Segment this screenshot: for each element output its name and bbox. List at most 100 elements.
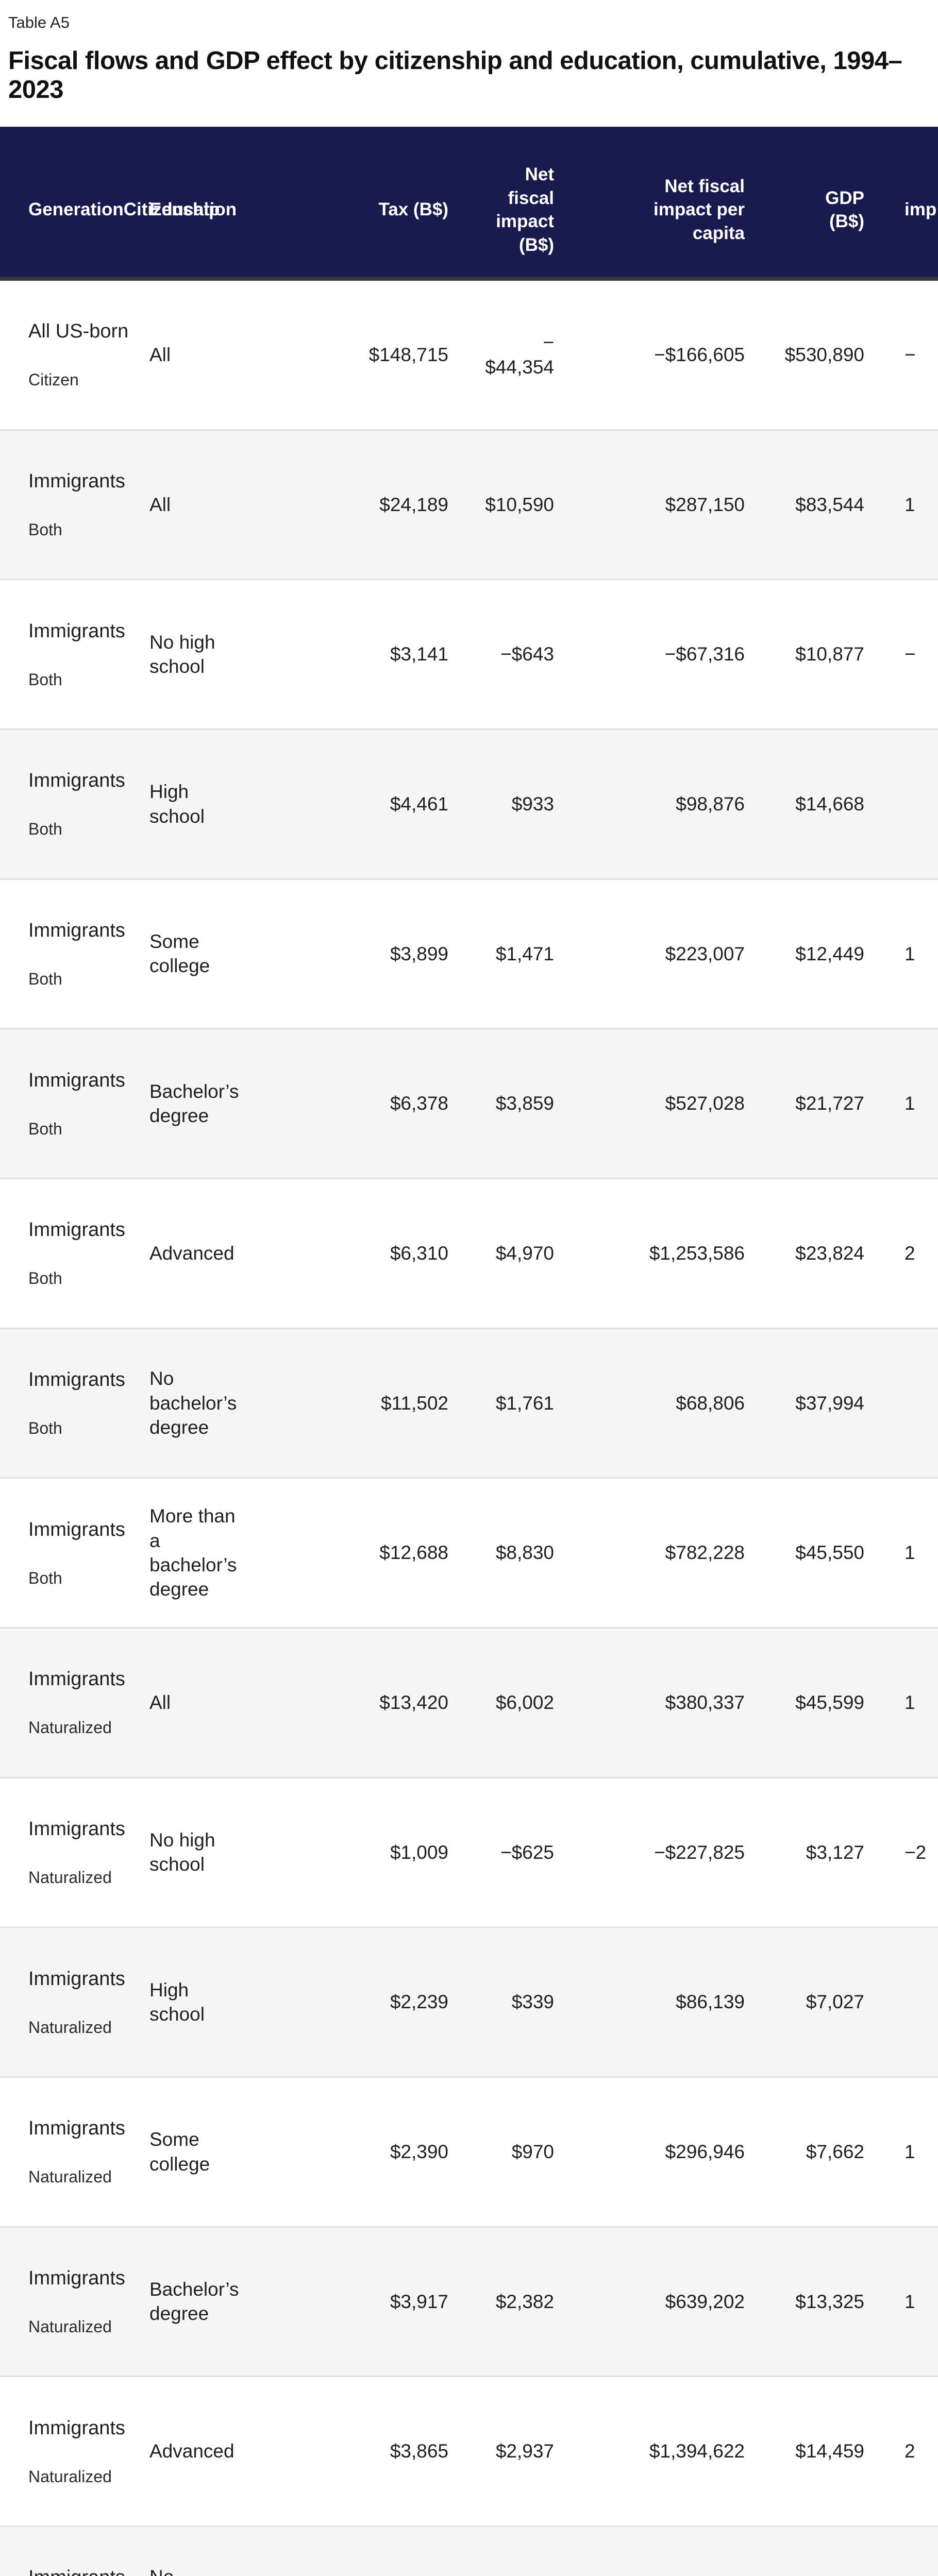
gdp-cell: $530,890 (745, 279, 864, 431)
clipped-column-cell: 1 (864, 2077, 938, 2228)
table-body: All US-born Citizen All $148,715 − $44,3… (0, 279, 938, 2576)
tax-cell: $24,189 (260, 430, 448, 581)
generation-value: Immigrants (28, 2565, 149, 2576)
education-cell: High school (149, 1927, 260, 2078)
tax-cell: $13,420 (260, 1628, 448, 1778)
tax-cell: $6,310 (260, 1178, 448, 1329)
generation-citizenship-cell: Immigrants Both (0, 1178, 149, 1329)
gdp-cell: $37,994 (745, 1328, 864, 1479)
education-cell: No high school (149, 579, 260, 730)
net-fiscal-impact-per-capita-cell: $782,228 (554, 1478, 745, 1629)
generation-citizenship-cell: Immigrants Both (0, 729, 149, 880)
net-fiscal-impact-per-capita-cell: $287,150 (554, 430, 745, 581)
education-cell: No high school (149, 1777, 260, 1928)
net-fiscal-impact-cell: $3,859 (448, 1028, 554, 1179)
generation-value: Immigrants (28, 2267, 125, 2289)
generation-citizenship-cell: Immigrants Both (0, 430, 149, 581)
education-cell: Some college (149, 2077, 260, 2228)
gdp-cell: $12,449 (745, 879, 864, 1030)
generation-value: Immigrants (28, 620, 125, 642)
net-fiscal-impact-per-capita-cell: $98,876 (554, 729, 745, 880)
net-fiscal-impact-cell: $6,002 (448, 1628, 554, 1778)
gdp-cell: $14,668 (745, 729, 864, 880)
net-fiscal-impact-per-capita-cell: $86,139 (554, 1927, 745, 2078)
generation-citizenship-cell: Immigrants Naturalized (0, 2526, 149, 2576)
table-row: Immigrants Naturalized Advanced $3,865 $… (0, 2376, 938, 2527)
education-cell: Advanced (149, 1178, 260, 1329)
generation-citizenship-cell: Immigrants Naturalized (0, 1777, 149, 1928)
education-cell: All (149, 279, 260, 431)
tax-cell: $3,899 (260, 879, 448, 1030)
title-block: Table A5 Fiscal flows and GDP effect by … (0, 0, 938, 104)
net-fiscal-impact-cell: $2,382 (448, 2227, 554, 2378)
generation-value: Immigrants (28, 2117, 125, 2140)
net-fiscal-impact-cell: −$643 (448, 579, 554, 730)
net-fiscal-impact-per-capita-cell: $1,253,586 (554, 1178, 745, 1329)
gdp-cell: $7,662 (745, 2077, 864, 2228)
gdp-cell: $7,027 (745, 1927, 864, 2078)
citizenship-value: Naturalized (28, 1718, 112, 1737)
tax-cell: $6,378 (260, 1028, 448, 1179)
generation-citizenship-cell: Immigrants Naturalized (0, 2227, 149, 2378)
clipped-column-cell: −2 (864, 1777, 938, 1928)
header-net-fiscal-impact: Net fiscal impact (B$) (448, 127, 554, 281)
citizenship-value: Both (28, 1269, 62, 1288)
tax-cell: $4,461 (260, 729, 448, 880)
clipped-column-cell: 2 (864, 2376, 938, 2527)
net-fiscal-impact-per-capita-cell: −$227,825 (554, 1777, 745, 1928)
education-cell: No bachelor’s degree (149, 2526, 260, 2576)
citizenship-value: Naturalized (28, 2018, 112, 2037)
gdp-cell: $21,727 (745, 1028, 864, 1179)
gdp-cell: $13,325 (745, 2227, 864, 2378)
gdp-cell: $14,459 (745, 2376, 864, 2527)
generation-value: Immigrants (28, 1518, 125, 1540)
generation-citizenship-cell: All US-born Citizen (0, 279, 149, 431)
education-cell: Advanced (149, 2376, 260, 2527)
tax-cell: $2,390 (260, 2077, 448, 2228)
table-row: Immigrants Naturalized Some college $2,3… (0, 2077, 938, 2228)
net-fiscal-impact-cell: $684 (448, 2526, 554, 2576)
generation-value: Immigrants (28, 470, 125, 493)
table-row: Immigrants Both No high school $3,141 −$… (0, 579, 938, 730)
citizenship-value: Naturalized (28, 2167, 112, 2187)
citizenship-value: Both (28, 670, 62, 689)
table-row: All US-born Citizen All $148,715 − $44,3… (0, 279, 938, 431)
net-fiscal-impact-cell: $2,937 (448, 2376, 554, 2527)
generation-citizenship-cell: Immigrants Both (0, 1478, 149, 1629)
clipped-column-cell: 1 (864, 430, 938, 581)
citizenship-value: Both (28, 1418, 62, 1437)
generation-citizenship-cell: Immigrants Both (0, 1328, 149, 1479)
gdp-cell: $45,550 (745, 1478, 864, 1629)
generation-value: Immigrants (28, 770, 125, 792)
generation-value: Immigrants (28, 2417, 125, 2439)
table-row: Immigrants Both Bachelor’s degree $6,378… (0, 1028, 938, 1179)
tax-cell: $12,688 (260, 1478, 448, 1629)
citizenship-value: Both (28, 1568, 62, 1587)
table-row: Immigrants Both No bachelor’s degree $11… (0, 1328, 938, 1479)
education-cell: Bachelor’s degree (149, 1028, 260, 1179)
tax-cell: $11,502 (260, 1328, 448, 1479)
table-row: Immigrants Naturalized High school $2,23… (0, 1927, 938, 2078)
citizenship-value: Both (28, 1119, 62, 1138)
generation-citizenship-cell: Immigrants Naturalized (0, 2376, 149, 2527)
generation-value: Immigrants (28, 1668, 125, 1690)
education-cell: No bachelor’s degree (149, 1328, 260, 1479)
generation-value: Immigrants (28, 1219, 125, 1241)
net-fiscal-impact-cell: − $44,354 (448, 279, 554, 431)
citizenship-value: Naturalized (28, 2467, 112, 2486)
table-number-label: Table A5 (8, 13, 70, 31)
table-row: Immigrants Both Advanced $6,310 $4,970 $… (0, 1178, 938, 1329)
net-fiscal-impact-per-capita-cell: $223,007 (554, 879, 745, 1030)
tax-cell: $3,141 (260, 579, 448, 730)
generation-citizenship-cell: Immigrants Naturalized (0, 1628, 149, 1778)
net-fiscal-impact-cell: $1,761 (448, 1328, 554, 1479)
citizenship-value: Both (28, 969, 62, 988)
net-fiscal-impact-cell: $8,830 (448, 1478, 554, 1629)
gdp-cell: $3,127 (745, 1777, 864, 1928)
citizenship-value: Both (28, 520, 62, 539)
clipped-column-cell (864, 729, 938, 880)
net-fiscal-impact-cell: $1,471 (448, 879, 554, 1030)
generation-value: Immigrants (28, 919, 125, 941)
net-fiscal-impact-per-capita-cell: $296,946 (554, 2077, 745, 2228)
